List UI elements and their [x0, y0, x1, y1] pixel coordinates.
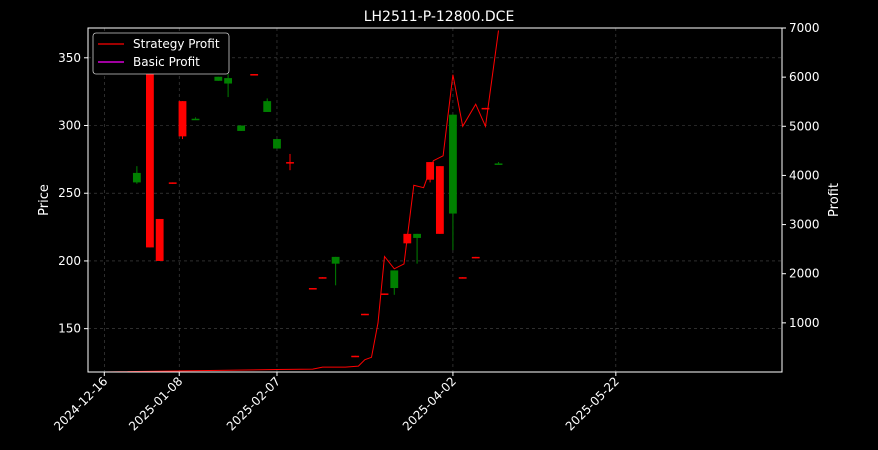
- strategy-profit-series: [104, 30, 499, 373]
- plot-background: [88, 28, 782, 372]
- candle-body: [380, 293, 389, 295]
- y-tick-label: 150: [58, 322, 81, 336]
- candle-body: [426, 162, 435, 180]
- candle-body: [145, 64, 154, 248]
- plot-area: [87, 27, 783, 373]
- candle-body: [168, 182, 177, 184]
- legend-label-strategy: Strategy Profit: [133, 37, 220, 51]
- y2-tick-label: 1000: [789, 316, 820, 330]
- y2-axis-label: Profit: [827, 183, 842, 217]
- candle-body: [458, 277, 467, 279]
- candle-body: [481, 107, 490, 110]
- candlestick-series: [132, 49, 503, 358]
- candle-body: [318, 277, 327, 279]
- candle-body: [361, 313, 369, 316]
- candle-body: [494, 163, 503, 165]
- candle-body: [351, 355, 360, 358]
- y2-tick-label: 2000: [789, 267, 820, 281]
- candle-body: [273, 139, 281, 149]
- candle-body: [250, 74, 259, 76]
- y-axis-left: 150 200 250 300 350: [58, 51, 88, 336]
- candle-body: [435, 166, 444, 234]
- y2-tick-label: 4000: [789, 168, 820, 182]
- candle-body: [132, 172, 141, 183]
- y-tick-label: 300: [58, 119, 81, 133]
- candle-body: [471, 256, 480, 259]
- candle-body: [155, 218, 164, 261]
- candle-body: [403, 233, 412, 244]
- y2-tick-label: 6000: [789, 70, 820, 84]
- legend-box: [92, 32, 230, 75]
- candle-body: [224, 78, 233, 84]
- y-tick-label: 200: [58, 254, 81, 268]
- y-axis-label: Price: [37, 184, 52, 216]
- y2-tick-label: 3000: [789, 218, 820, 232]
- candle-body: [237, 125, 246, 131]
- candle-body: [286, 162, 294, 164]
- y2-tick-label: 5000: [789, 119, 820, 133]
- y-axis-right: 1000 2000 3000 4000 5000 6000 7000: [782, 21, 820, 330]
- legend-label-basic: Basic Profit: [133, 55, 200, 69]
- candle-body: [390, 270, 399, 289]
- candle-body: [178, 101, 187, 137]
- candle-body: [308, 288, 317, 290]
- candle-body: [214, 76, 223, 81]
- chart-title: LH2511-P-12800.DCE: [364, 9, 515, 25]
- candle-body: [191, 118, 200, 121]
- candle-body: [331, 256, 340, 264]
- plot-frame: [87, 27, 783, 373]
- y2-tick-label: 7000: [789, 21, 820, 35]
- candle-body: [413, 233, 421, 238]
- candle-body: [449, 114, 457, 214]
- y-tick-label: 350: [58, 51, 81, 65]
- strategy-profit-line: [104, 30, 499, 373]
- legend: Strategy Profit Basic Profit: [92, 32, 230, 75]
- candle-body: [263, 101, 272, 112]
- y-tick-label: 250: [58, 186, 81, 200]
